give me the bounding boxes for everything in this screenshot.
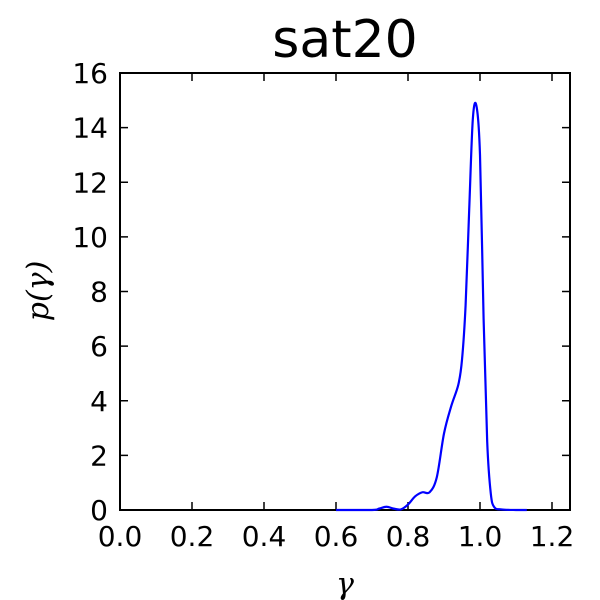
y-tick-label: 2 xyxy=(90,439,108,472)
x-tick-label: 0.6 xyxy=(314,520,359,553)
x-tick-label: 0.0 xyxy=(98,520,143,553)
y-tick-label: 12 xyxy=(72,166,108,199)
y-tick-label: 0 xyxy=(90,494,108,527)
chart-title: sat20 xyxy=(272,10,418,70)
x-tick-label: 0.2 xyxy=(170,520,215,553)
y-axis-label: p(γ) xyxy=(21,261,56,322)
y-tick-label: 10 xyxy=(72,221,108,254)
x-tick-label: 1.0 xyxy=(458,520,503,553)
x-tick-label: 0.8 xyxy=(386,520,431,553)
plot-area: 0.0 0.2 0.4 0.6 0.8 1.0 1.2 0 2 4 6 8 10 12 14 16 xyxy=(72,57,574,553)
plot-frame xyxy=(119,72,571,511)
y-tick-label: 14 xyxy=(72,112,108,145)
y-tick-label: 16 xyxy=(72,57,108,90)
x-tick-label: 1.2 xyxy=(530,520,575,553)
x-axis-label: γ xyxy=(336,567,354,600)
y-tick-label: 4 xyxy=(90,385,108,418)
y-tick-label: 8 xyxy=(90,276,108,309)
series-line xyxy=(336,101,527,512)
x-tick-label: 0.4 xyxy=(242,520,287,553)
y-tick-label: 6 xyxy=(90,330,108,363)
